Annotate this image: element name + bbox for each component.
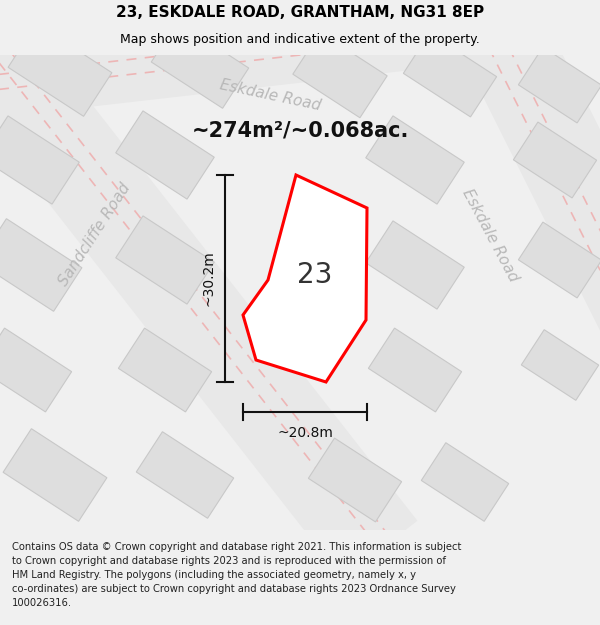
Text: 23, ESKDALE ROAD, GRANTHAM, NG31 8EP: 23, ESKDALE ROAD, GRANTHAM, NG31 8EP bbox=[116, 4, 484, 19]
Text: co-ordinates) are subject to Crown copyright and database rights 2023 Ordnance S: co-ordinates) are subject to Crown copyr… bbox=[12, 584, 456, 594]
Text: ~30.2m: ~30.2m bbox=[201, 251, 215, 306]
Polygon shape bbox=[366, 116, 464, 204]
Text: ~274m²/~0.068ac.: ~274m²/~0.068ac. bbox=[191, 120, 409, 140]
Polygon shape bbox=[136, 432, 234, 518]
Text: ~20.8m: ~20.8m bbox=[277, 426, 333, 440]
Polygon shape bbox=[421, 442, 509, 521]
Text: HM Land Registry. The polygons (including the associated geometry, namely x, y: HM Land Registry. The polygons (includin… bbox=[12, 570, 416, 580]
Text: 23: 23 bbox=[298, 261, 332, 289]
Polygon shape bbox=[0, 219, 82, 311]
Text: Eskdale Road: Eskdale Road bbox=[218, 77, 322, 113]
Text: 100026316.: 100026316. bbox=[12, 598, 72, 608]
Polygon shape bbox=[243, 175, 367, 382]
Polygon shape bbox=[151, 22, 249, 108]
Text: Contains OS data © Crown copyright and database right 2021. This information is : Contains OS data © Crown copyright and d… bbox=[12, 542, 461, 552]
Polygon shape bbox=[116, 216, 214, 304]
Text: Sandcliffe Road: Sandcliffe Road bbox=[56, 181, 134, 289]
Text: Eskdale Road: Eskdale Road bbox=[459, 186, 521, 284]
Polygon shape bbox=[403, 33, 497, 117]
Polygon shape bbox=[440, 0, 600, 350]
Polygon shape bbox=[116, 111, 214, 199]
Polygon shape bbox=[8, 24, 112, 116]
Polygon shape bbox=[0, 116, 79, 204]
Text: Map shows position and indicative extent of the property.: Map shows position and indicative extent… bbox=[120, 33, 480, 46]
Polygon shape bbox=[118, 328, 212, 412]
Polygon shape bbox=[308, 438, 401, 522]
Polygon shape bbox=[518, 222, 600, 298]
Polygon shape bbox=[518, 47, 600, 123]
Polygon shape bbox=[0, 0, 600, 122]
Polygon shape bbox=[521, 329, 599, 401]
Polygon shape bbox=[3, 429, 107, 521]
Polygon shape bbox=[368, 328, 461, 412]
Polygon shape bbox=[293, 32, 387, 118]
Polygon shape bbox=[0, 0, 418, 579]
Polygon shape bbox=[366, 221, 464, 309]
Text: to Crown copyright and database rights 2023 and is reproduced with the permissio: to Crown copyright and database rights 2… bbox=[12, 556, 446, 566]
Polygon shape bbox=[0, 328, 71, 412]
Polygon shape bbox=[514, 122, 596, 198]
